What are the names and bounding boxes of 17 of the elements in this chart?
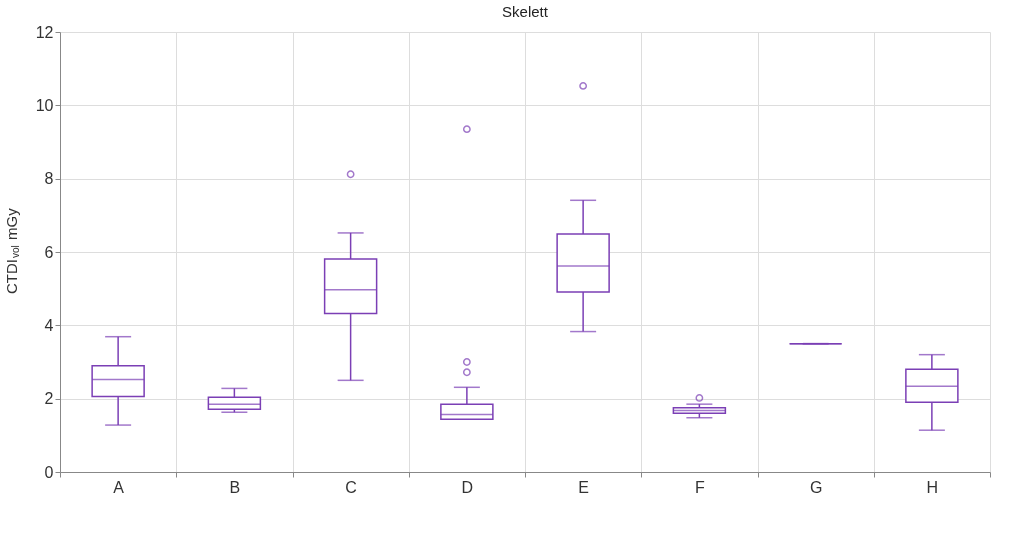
y-tick-label: 6 [44, 243, 54, 261]
x-tick-label: H [926, 478, 939, 496]
y-tick-label: 12 [35, 23, 54, 41]
y-tick-label: 8 [44, 170, 54, 188]
y-tick-label: 2 [44, 390, 54, 408]
x-tick-label: G [809, 478, 823, 496]
x-tick-label: C [345, 478, 357, 496]
y-tick-label: 0 [44, 463, 54, 481]
x-tick-label: E [578, 478, 589, 496]
x-tick-label: B [229, 478, 241, 496]
x-tick-label: D [461, 478, 474, 496]
y-tick-label: 4 [44, 316, 54, 334]
y-axis-title: CTDIvol mGy [3, 207, 21, 294]
x-tick-label: F [694, 478, 705, 496]
y-tick-label: 10 [35, 96, 54, 114]
chart-title: Skelett [502, 3, 549, 20]
x-tick-label: A [113, 478, 125, 496]
